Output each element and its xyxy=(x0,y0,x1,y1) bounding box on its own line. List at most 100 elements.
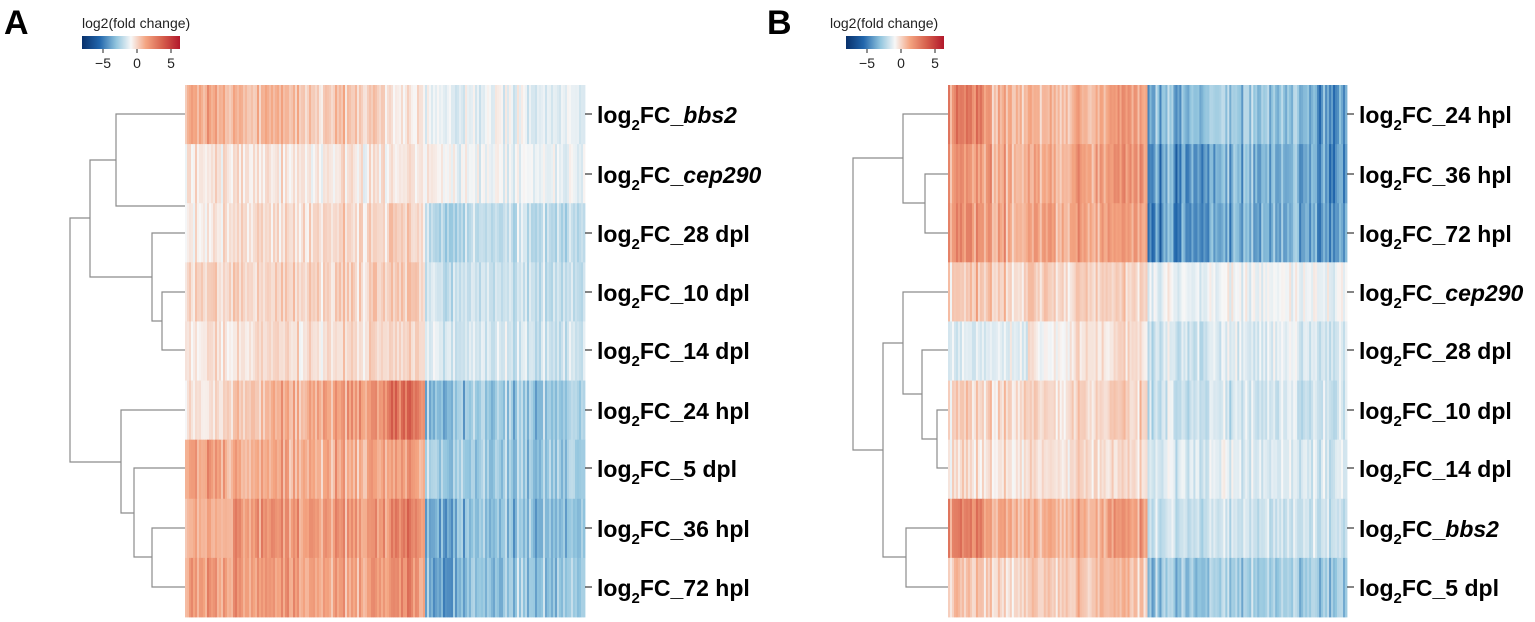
heatmap-cell xyxy=(1085,85,1089,145)
heatmap-cell xyxy=(263,439,266,500)
heatmap-cell xyxy=(221,380,224,441)
heatmap-cell xyxy=(1279,498,1282,559)
heatmap-cell xyxy=(473,262,476,322)
heatmap-cell xyxy=(403,498,406,559)
heatmap-cell xyxy=(273,144,276,204)
heatmap-cell xyxy=(1145,144,1148,204)
heatmap-cell xyxy=(545,85,548,145)
heatmap-cell xyxy=(1005,439,1009,500)
heatmap-cell xyxy=(1341,85,1344,145)
heatmap-cell xyxy=(351,203,354,263)
heatmap-cell xyxy=(999,498,1003,559)
row-prefix: log xyxy=(1359,516,1394,542)
heatmap-cell xyxy=(1295,144,1298,204)
heatmap-cell xyxy=(1287,498,1290,559)
heatmap-cell xyxy=(973,144,977,204)
heatmap-cell xyxy=(1205,144,1208,204)
heatmap-cell xyxy=(247,144,250,204)
heatmap-cell xyxy=(505,262,508,322)
heatmap-cell xyxy=(477,321,480,381)
heatmap-cell xyxy=(1211,498,1214,559)
heatmap-cell xyxy=(433,321,436,381)
heatmap-cell xyxy=(1123,144,1126,204)
heatmap-cell xyxy=(457,85,460,145)
heatmap-cell xyxy=(1333,439,1336,500)
heatmap-cell xyxy=(1203,144,1206,204)
heatmap-cell xyxy=(223,85,226,145)
heatmap-cell xyxy=(385,85,388,145)
heatmap-cell xyxy=(1107,498,1110,559)
heatmap-cell xyxy=(1217,557,1220,618)
heatmap-cell xyxy=(397,321,400,381)
heatmap-cell xyxy=(385,557,388,618)
heatmap-cell xyxy=(1053,321,1057,381)
heatmap-cell xyxy=(1019,203,1023,263)
heatmap-cell xyxy=(467,321,470,381)
heatmap-cell xyxy=(219,498,222,559)
heatmap-cell xyxy=(529,380,532,441)
heatmap-cell xyxy=(1219,498,1222,559)
heatmap-cell xyxy=(233,85,236,145)
heatmap-cell xyxy=(1119,439,1122,500)
heatmap-cell xyxy=(1025,439,1029,500)
heatmap-cell xyxy=(1181,203,1184,263)
heatmap-cell xyxy=(287,321,290,381)
heatmap-cell xyxy=(1217,380,1220,441)
heatmap-cell xyxy=(479,557,482,618)
heatmap-cell xyxy=(291,498,294,559)
heatmap-cell xyxy=(579,262,582,322)
heatmap-cell xyxy=(363,203,366,263)
heatmap-cell xyxy=(583,144,586,204)
heatmap-cell xyxy=(501,262,504,322)
heatmap-cell xyxy=(1239,498,1242,559)
heatmap-cell xyxy=(301,439,304,500)
heatmap-cell xyxy=(357,203,360,263)
heatmap-cell xyxy=(467,380,470,441)
heatmap-cell xyxy=(423,498,426,559)
heatmap-cell xyxy=(555,203,558,263)
heatmap-cell xyxy=(1147,321,1150,381)
heatmap-cell xyxy=(1071,85,1075,145)
heatmap-cell xyxy=(981,85,985,145)
heatmap-cell xyxy=(429,321,432,381)
heatmap-cell xyxy=(1059,262,1063,322)
heatmap-cell xyxy=(349,380,352,441)
heatmap-cell xyxy=(1049,203,1053,263)
heatmap-cell xyxy=(1055,498,1059,559)
heatmap-cell xyxy=(473,380,476,441)
heatmap-cell xyxy=(1103,380,1107,441)
heatmap-cell xyxy=(527,85,530,145)
heatmap-cell xyxy=(1323,380,1326,441)
heatmap-cell xyxy=(273,439,276,500)
heatmap-cell xyxy=(561,498,564,559)
heatmap-cell xyxy=(309,380,312,441)
heatmap-cell xyxy=(321,380,324,441)
heatmap-cell xyxy=(1247,262,1250,322)
heatmap-cell xyxy=(531,557,534,618)
heatmap-cell xyxy=(515,262,518,322)
heatmap-cell xyxy=(1017,203,1021,263)
heatmap-cell xyxy=(1075,557,1079,618)
heatmap-cell xyxy=(381,203,384,263)
heatmap-cell xyxy=(259,380,262,441)
heatmap-cell xyxy=(433,439,436,500)
heatmap-cell xyxy=(1145,380,1148,441)
heatmap-cell xyxy=(393,498,396,559)
heatmap-cell xyxy=(1325,439,1328,500)
heatmap-cell xyxy=(1261,380,1264,441)
heatmap-cell xyxy=(459,498,462,559)
heatmap-cell xyxy=(273,85,276,145)
heatmap-cell xyxy=(427,262,430,322)
heatmap-cell xyxy=(1261,321,1264,381)
heatmap-cell xyxy=(1191,321,1194,381)
heatmap-cell xyxy=(1179,262,1182,322)
heatmap-cell xyxy=(397,85,400,145)
heatmap-cell xyxy=(1241,439,1244,500)
heatmap-cell xyxy=(1341,203,1344,263)
heatmap-cell xyxy=(289,498,292,559)
heatmap-cell xyxy=(453,144,456,204)
heatmap-cell xyxy=(1119,85,1122,145)
heatmap-cell xyxy=(1311,380,1314,441)
heatmap-cell xyxy=(389,85,392,145)
heatmap-cell xyxy=(1075,262,1079,322)
